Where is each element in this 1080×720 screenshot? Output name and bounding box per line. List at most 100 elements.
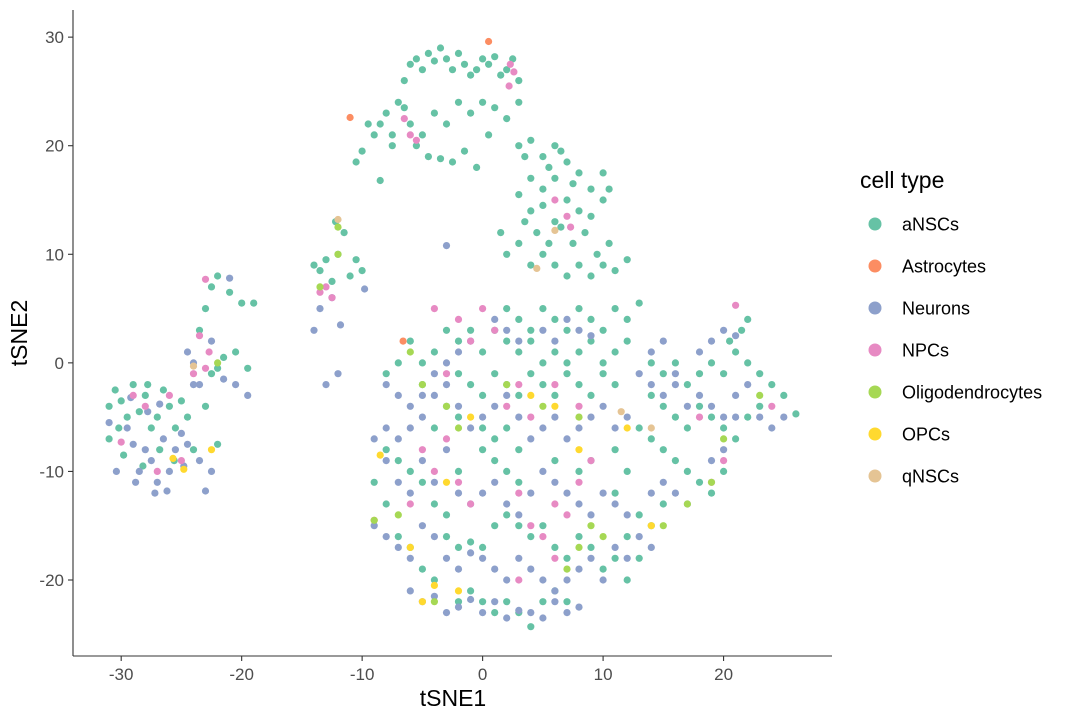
point-anscs <box>738 326 746 334</box>
point-npcs <box>467 337 475 345</box>
point-anscs <box>454 467 463 475</box>
point-npcs <box>406 500 414 508</box>
point-npcs <box>430 305 438 313</box>
x-tick-label: -10 <box>350 665 375 684</box>
point-anscs <box>539 359 547 367</box>
point-neurons <box>394 478 402 486</box>
point-anscs <box>165 402 173 410</box>
point-anscs <box>515 391 523 399</box>
legend-label-astrocytes: Astrocytes <box>902 257 986 277</box>
point-neurons <box>515 554 523 562</box>
point-neurons <box>430 478 438 486</box>
point-opcs <box>406 543 414 552</box>
point-neurons <box>442 359 451 367</box>
point-npcs <box>454 478 463 486</box>
point-oligodendrocytes <box>334 250 342 258</box>
point-anscs <box>418 478 426 486</box>
point-anscs <box>244 364 252 372</box>
point-oligodendrocytes <box>707 478 716 486</box>
point-anscs <box>479 348 487 356</box>
point-oligodendrocytes <box>575 543 583 552</box>
point-anscs <box>454 543 463 552</box>
point-anscs <box>503 511 511 519</box>
point-anscs <box>551 457 559 465</box>
y-axis-title: tSNE2 <box>6 300 32 366</box>
point-neurons <box>623 554 631 562</box>
point-oligodendrocytes <box>370 516 378 524</box>
point-anscs <box>623 576 631 584</box>
point-neurons <box>599 402 607 410</box>
point-neurons <box>539 576 547 584</box>
point-neurons <box>732 332 740 340</box>
point-neurons <box>551 413 559 421</box>
point-neurons <box>720 326 728 334</box>
point-neurons <box>599 489 607 497</box>
point-oligodendrocytes <box>587 522 595 530</box>
point-anscs <box>744 359 752 367</box>
point-neurons <box>132 478 140 486</box>
point-neurons <box>151 489 159 497</box>
point-npcs <box>575 478 583 486</box>
legend-label-oligodendrocytes: Oligodendrocytes <box>902 383 1042 403</box>
point-anscs <box>406 337 414 345</box>
point-anscs <box>503 66 511 74</box>
point-anscs <box>418 131 426 139</box>
point-neurons <box>563 315 571 323</box>
point-neurons <box>539 424 547 432</box>
point-neurons <box>171 446 179 454</box>
point-opcs <box>527 391 535 399</box>
point-npcs <box>201 364 210 372</box>
point-anscs <box>424 49 432 58</box>
point-oligodendrocytes <box>214 359 222 367</box>
point-anscs <box>418 359 426 367</box>
point-anscs <box>430 424 438 432</box>
point-anscs <box>551 174 559 182</box>
point-anscs <box>575 305 583 313</box>
point-anscs <box>473 163 481 171</box>
x-ticks: -30 -20 -10 0 10 20 <box>109 656 733 684</box>
point-anscs <box>671 457 680 465</box>
y-tick-label: 0 <box>55 354 64 373</box>
legend-label-npcs: NPCs <box>902 341 949 361</box>
point-oligodendrocytes <box>720 435 728 443</box>
point-anscs <box>436 155 445 163</box>
point-neurons <box>430 370 438 378</box>
legend-label-opcs: OPCs <box>902 425 950 445</box>
point-neurons <box>587 332 595 340</box>
point-anscs <box>207 283 216 291</box>
point-anscs <box>539 305 547 313</box>
point-oligodendrocytes <box>454 424 463 432</box>
point-anscs <box>623 315 631 323</box>
point-anscs <box>635 511 643 519</box>
point-neurons <box>159 435 167 443</box>
point-neurons <box>382 381 390 389</box>
point-anscs <box>539 201 547 209</box>
point-neurons <box>454 603 463 611</box>
point-neurons <box>647 489 655 497</box>
point-anscs <box>515 348 523 356</box>
point-qnscs <box>647 424 655 432</box>
point-neurons <box>575 500 583 508</box>
point-anscs <box>214 364 222 372</box>
point-anscs <box>671 359 680 367</box>
point-neurons <box>442 381 451 389</box>
point-anscs <box>695 478 704 486</box>
point-anscs <box>587 391 595 399</box>
point-anscs <box>467 381 475 389</box>
point-neurons <box>635 533 643 541</box>
point-anscs <box>123 413 131 421</box>
point-neurons <box>659 391 667 399</box>
point-neurons <box>503 500 511 508</box>
point-anscs <box>659 446 667 454</box>
point-anscs <box>515 239 523 247</box>
point-neurons <box>732 413 740 421</box>
point-anscs <box>515 446 523 454</box>
point-oligodendrocytes <box>575 413 583 421</box>
point-neurons <box>316 305 324 313</box>
point-npcs <box>551 196 559 204</box>
point-neurons <box>430 533 438 541</box>
point-oligodendrocytes <box>442 402 451 410</box>
point-anscs <box>135 408 143 416</box>
point-anscs <box>115 424 123 432</box>
point-neurons <box>671 381 680 389</box>
